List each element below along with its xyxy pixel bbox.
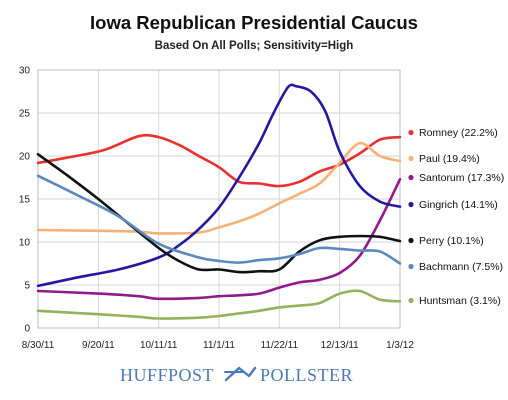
y-tick-label: 25 [19,109,31,120]
series-line-gingrich [36,83,402,288]
series-line-santorum [36,177,402,301]
legend-label-bachmann: Bachmann (7.5%) [419,261,503,273]
legend-label-gingrich: Gingrich (14.1%) [419,199,498,211]
legend-marker-paul [408,155,414,162]
legend-marker-romney [408,129,414,136]
series-line-bachmann [36,174,402,265]
pollster-logo-icon [224,366,257,382]
legend: Romney (22.2%) Paul (19.4%) Santorum (17.3… [408,127,504,307]
y-tick-label: 30 [19,66,31,77]
legend-marker-gingrich [408,201,414,208]
legend-marker-huntsman [408,297,414,304]
footer-logo: HUFFPOST POLLSTER [120,365,353,385]
chart-subtitle: Based On All Polls; Sensitivity=High [155,40,354,52]
y-tick-label: 0 [24,324,30,335]
legend-marker-santorum [408,174,414,181]
axes: 0 5 10 15 20 25 30 8/30/11 9/20/11 10/11/11 11/1/1… [19,66,414,352]
legend-marker-bachmann [408,263,414,270]
y-tick-label: 5 [24,281,30,292]
y-tick-label: 10 [19,238,31,249]
grid-lines [37,69,401,329]
huffpost-logo-text: HUFFPOST [120,365,214,385]
x-tick-label: 8/30/11 [22,340,55,351]
legend-label-paul: Paul (19.4%) [419,153,480,165]
legend-label-huntsman: Huntsman (3.1%) [419,295,501,307]
plot-frame [37,69,401,329]
pollster-logo-text: POLLSTER [260,365,353,385]
x-tick-label: 10/11/11 [140,340,178,351]
legend-label-perry: Perry (10.1%) [419,235,484,247]
series-lines [36,83,402,320]
legend-label-santorum: Santorum (17.3%) [419,172,504,184]
legend-marker-perry [408,237,414,244]
y-tick-label: 20 [19,152,31,163]
legend-label-romney: Romney (22.2%) [419,127,498,139]
x-tick-label: 1/3/12 [386,340,414,351]
x-tick-label: 11/22/11 [261,340,299,351]
x-tick-label: 11/1/11 [203,340,235,351]
series-line-paul [36,141,402,235]
series-line-huntsman [36,289,402,320]
chart-title: Iowa Republican Presidential Caucus [90,12,418,33]
x-tick-label: 12/13/11 [321,340,360,351]
y-tick-label: 15 [19,195,31,206]
x-tick-label: 9/20/11 [82,340,115,351]
